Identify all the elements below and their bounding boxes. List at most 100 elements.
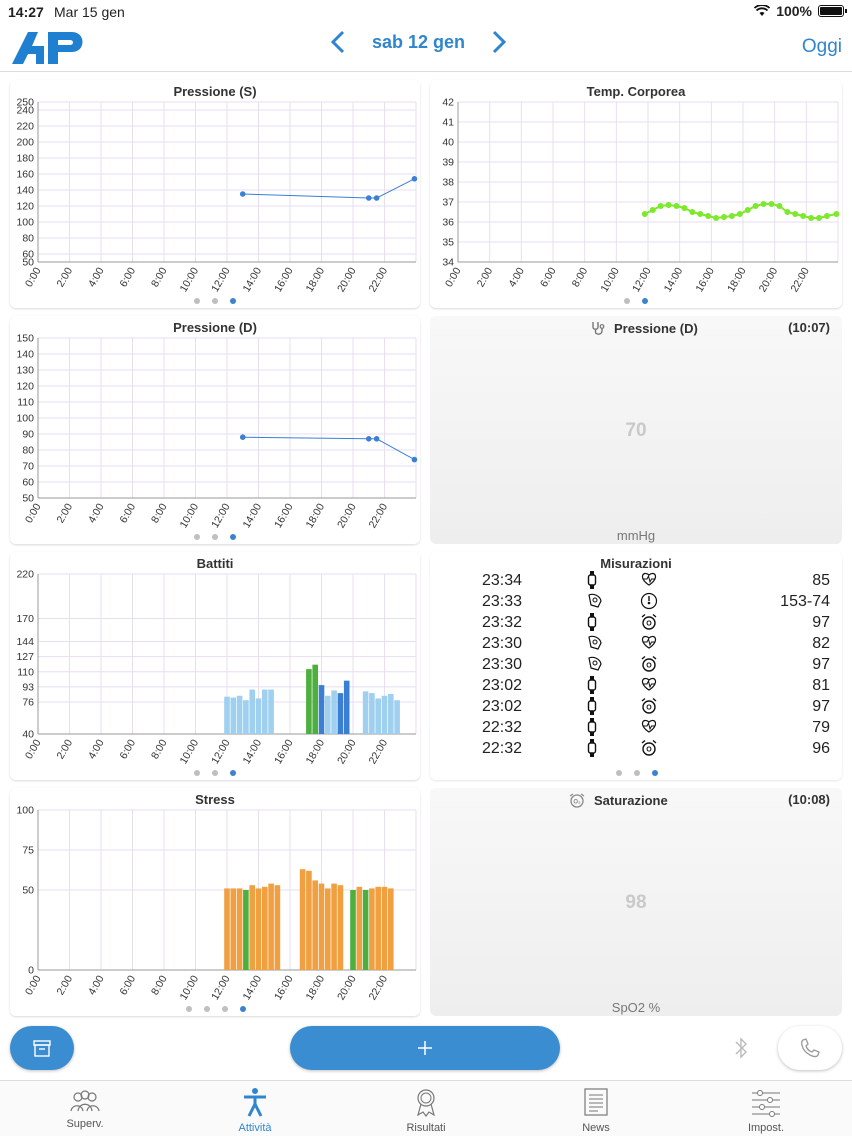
y-tick-label: 150 (16, 333, 34, 345)
bar (356, 886, 363, 970)
y-tick-label: 41 (442, 117, 454, 129)
archive-icon (33, 1040, 51, 1057)
page-dot-active[interactable] (230, 534, 236, 540)
x-tick-label: 10:00 (178, 265, 202, 294)
chart-panel-temp[interactable]: Temp. Corporea 34 35 36 37 38 39 40 41 42 0:00 2:0… (430, 80, 842, 308)
measurement-row[interactable]: 22:32 O 96 (430, 738, 842, 759)
page-dot-active[interactable] (230, 770, 236, 776)
heart-icon (640, 718, 658, 739)
x-tick-label: 10:00 (598, 265, 622, 294)
bar (388, 694, 394, 734)
chevron-left-icon[interactable] (330, 30, 346, 54)
today-button[interactable]: Oggi (801, 36, 842, 57)
y-tick-label: 36 (442, 217, 454, 229)
x-tick-label: 2:00 (54, 737, 75, 761)
chart-svg-pressione-d: 50 60 70 80 90 100 110 120 130 140 150 0:00 2:00 4:00… (16, 333, 418, 530)
bluetooth-button[interactable] (718, 1026, 764, 1070)
call-button[interactable] (778, 1026, 842, 1070)
page-dot[interactable] (212, 770, 218, 776)
status-bar: 14:27 Mar 15 gen 100% (0, 0, 852, 24)
page-dot[interactable] (222, 1006, 228, 1012)
cuff-icon (586, 655, 604, 678)
page-dot[interactable] (212, 534, 218, 540)
chart-panel-battiti[interactable]: Battiti 40 76 93 110 127 144 170 220 0:00 2:00 4:0… (10, 552, 420, 780)
page-dot[interactable] (212, 298, 218, 304)
current-date-label[interactable]: sab 12 gen (372, 31, 466, 52)
bar (224, 696, 230, 734)
news-icon (584, 1088, 608, 1116)
page-indicator[interactable] (624, 298, 648, 304)
x-tick-label: 22:00 (788, 265, 812, 294)
measurement-row[interactable]: 23:34 85 (430, 570, 842, 591)
svg-text:O: O (646, 663, 652, 670)
page-dot[interactable] (204, 1006, 210, 1012)
tab-label: Risultati (406, 1122, 446, 1134)
x-tick-label: 4:00 (506, 265, 527, 289)
chart-panel-pressione-d[interactable]: Pressione (D) 50 60 70 80 90 100 110 120 130 140 1… (10, 316, 420, 544)
data-point (816, 215, 822, 221)
measurements-panel[interactable]: Misurazioni (430, 552, 842, 780)
measurement-row[interactable]: 23:30 O 97 (430, 654, 842, 675)
tab-impost[interactable]: Impost. (711, 1087, 821, 1134)
page-dot[interactable] (186, 1006, 192, 1012)
gauge-panel-pressione-d[interactable]: Pressione (D) (10:07) 70 mmHg (430, 316, 842, 544)
stress-icon: O (640, 613, 658, 636)
page-dot[interactable] (194, 298, 200, 304)
gauge-title: O₂ Saturazione (568, 792, 668, 808)
page-dot-active[interactable] (240, 1006, 246, 1012)
data-point (365, 195, 372, 201)
page-indicator[interactable] (616, 770, 658, 776)
y-tick-label: 144 (16, 636, 34, 648)
x-tick-label: 2:00 (475, 265, 496, 289)
tab-superv[interactable]: Superv. (30, 1087, 140, 1130)
x-tick-label: 12:00 (209, 265, 233, 294)
gauge-panel-saturazione[interactable]: O₂ Saturazione (10:08) 98 SpO2 % (430, 788, 842, 1016)
add-measurement-button[interactable] (290, 1026, 560, 1070)
archive-button[interactable] (10, 1026, 74, 1070)
page-indicator[interactable] (194, 534, 236, 540)
y-tick-label: 130 (16, 365, 34, 377)
page-indicator[interactable] (186, 1006, 246, 1012)
date-navigator: sab 12 gen (330, 30, 507, 54)
data-point (657, 203, 664, 209)
chart-panel-pressione-s[interactable]: Pressione (S) 50 60 80 100 120 140 160 180 200 22… (10, 80, 420, 308)
measurement-row[interactable]: 23:02 O 97 (430, 696, 842, 717)
page-dot[interactable] (616, 770, 622, 776)
tab-attivita[interactable]: Attività (200, 1087, 310, 1134)
chart-title: Battiti (196, 556, 234, 571)
bar (381, 886, 388, 970)
y-tick-label: 120 (16, 381, 34, 393)
measurement-row[interactable]: 23:02 81 (430, 675, 842, 696)
page-indicator[interactable] (194, 770, 236, 776)
data-point (792, 211, 799, 217)
page-dot-active[interactable] (652, 770, 658, 776)
gauge-unit: SpO2 % (611, 1000, 661, 1015)
data-point (752, 203, 759, 209)
tab-risultati[interactable]: Risultati (371, 1087, 481, 1134)
page-dot[interactable] (624, 298, 630, 304)
page-dot-active[interactable] (642, 298, 648, 304)
tab-news[interactable]: News (541, 1087, 651, 1134)
measurement-row[interactable]: 23:30 82 (430, 633, 842, 654)
page-dot[interactable] (194, 770, 200, 776)
phone-icon (800, 1038, 820, 1058)
y-tick-label: 100 (16, 413, 34, 425)
status-time: 14:27 (8, 4, 44, 20)
page-dot[interactable] (194, 534, 200, 540)
page-dot-active[interactable] (230, 298, 236, 304)
y-tick-label: 240 (16, 105, 34, 117)
measurement-row[interactable]: 22:32 79 (430, 717, 842, 738)
bar (268, 689, 274, 734)
measurement-row[interactable]: 23:32 O 97 (430, 612, 842, 633)
chart-panel-stress[interactable]: Stress 0 50 75 100 0:00 2:00 4:00 6:00 8:00 10:00… (10, 788, 420, 1016)
tab-label: Superv. (66, 1118, 104, 1130)
measurement-row[interactable]: 23:33 153-74 (430, 591, 842, 612)
bar (343, 680, 350, 734)
cuff-icon (586, 592, 604, 615)
chevron-right-icon[interactable] (491, 30, 507, 54)
page-dot[interactable] (634, 770, 640, 776)
page-indicator[interactable] (194, 298, 236, 304)
x-tick-label: 2:00 (54, 265, 75, 289)
measurements-list[interactable]: 23:34 85 23:33 153-74 23:32 O 97 23:30 82 23:30 O 9… (430, 570, 842, 768)
x-tick-label: 10:00 (178, 501, 202, 530)
